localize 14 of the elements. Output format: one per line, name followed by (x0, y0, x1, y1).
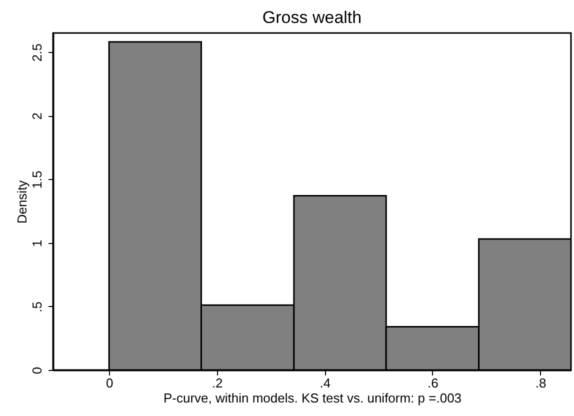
y-tick-label: 0 (30, 366, 44, 374)
x-tick-label: .6 (428, 376, 438, 390)
chart-title: Gross wealth (262, 8, 362, 27)
x-tick-label: .4 (320, 376, 331, 390)
y-tick-label: 1 (30, 240, 44, 247)
y-tick-label: 1.5 (30, 170, 44, 189)
x-tick-label: .2 (212, 376, 223, 390)
y-axis-title: Density (14, 180, 30, 224)
y-tick-label: 2.5 (30, 44, 44, 62)
x-tick-label: .8 (535, 376, 546, 390)
x-axis-title: P-curve, within models. KS test vs. uniform: p =.003 (163, 390, 462, 406)
x-tick-label: 0 (106, 376, 114, 390)
y-tick-label: .5 (30, 301, 44, 312)
y-tick-label: 2 (30, 112, 44, 120)
